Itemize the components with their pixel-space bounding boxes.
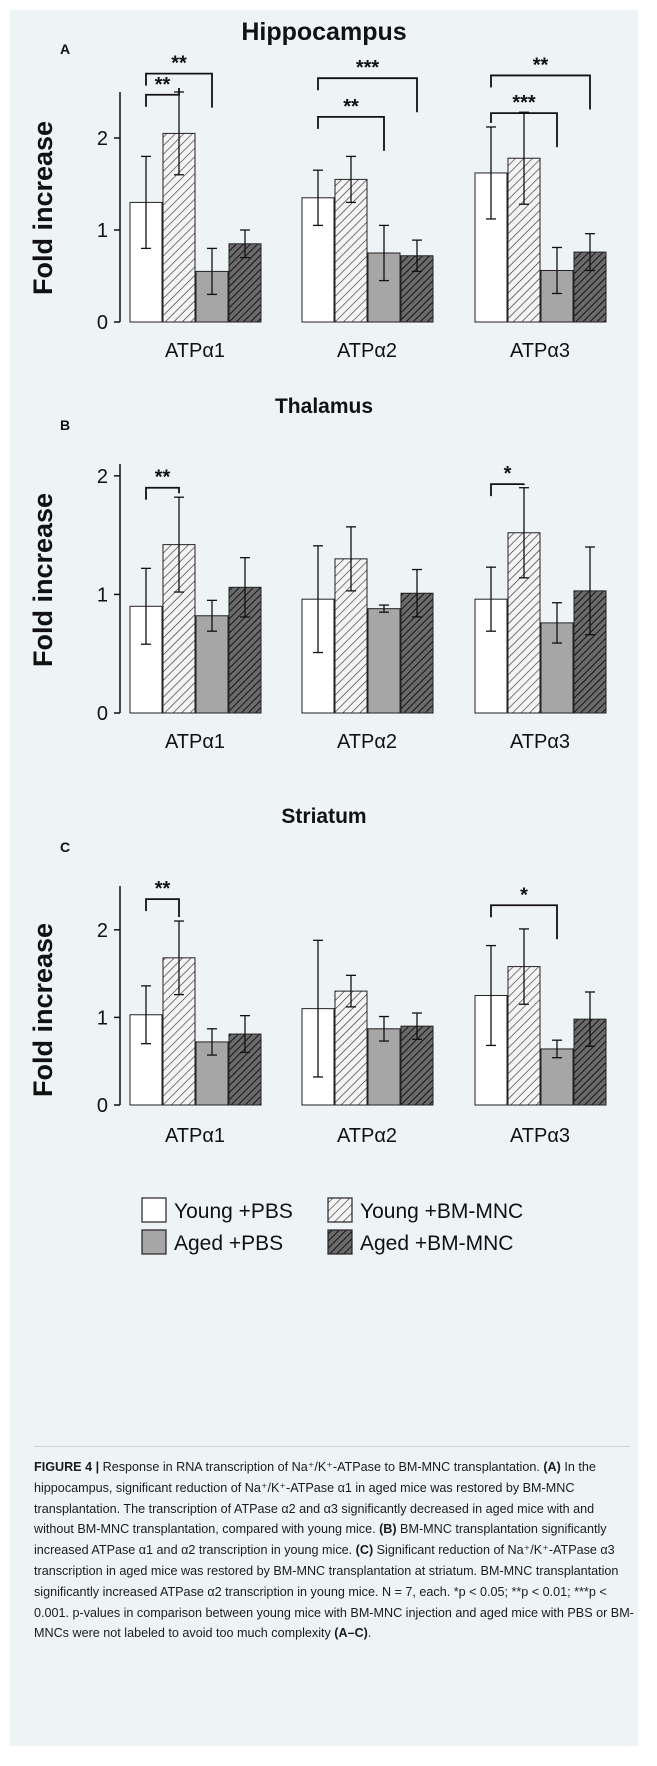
significance-label: ** [155,878,171,900]
chart-panel-c: Striatum C Fold increase 0 1 2 ATPα1 ATPα2 ATPα3… [28,805,607,1147]
caption-title: Response in RNA transcription of Na⁺/K⁺-… [99,1460,544,1474]
legend-label: Young +BM-MNC [360,1200,523,1223]
category-label: ATPα3 [510,1125,570,1147]
significance-bracket [317,115,385,151]
category-label: ATPα2 [337,1125,397,1147]
significance-bracket [490,904,558,940]
y-tick-label: 0 [97,1095,108,1117]
y-axis-label: Fold increase [28,493,58,667]
caption-end-label: (A–C) [334,1626,368,1641]
chart-panel-a: Hippocampus A Fold increase 0 1 2 ATPα1 ATPα2 AT… [28,18,607,362]
y-tick-label: 0 [97,312,108,334]
bar [195,615,229,714]
legend-swatch [327,1197,353,1223]
caption-b-text: BM-MNC transplantation significantly inc… [34,1522,607,1558]
significance-bracket [317,77,418,113]
significance-bracket [145,898,180,918]
legend-item: Aged +PBS [141,1229,283,1255]
significance-bracket [490,112,558,148]
chart-title: Hippocampus [241,18,406,46]
panel-letter: A [60,41,70,57]
caption-end-text: . [367,1626,372,1641]
caption-c-label: (C) [355,1543,374,1558]
legend-swatch [327,1229,353,1255]
panel-letter: B [60,417,70,433]
category-label: ATPα2 [337,340,397,362]
bar [334,178,368,323]
caption-b-label: (B) [379,1522,397,1537]
bar [195,270,229,323]
bar [367,608,401,714]
y-tick-label: 1 [97,1007,108,1029]
panel-letter: C [60,839,70,855]
y-axis-label: Fold increase [28,923,58,1097]
category-label: ATPα1 [165,340,225,362]
legend-label: Aged +PBS [174,1232,283,1255]
caption-divider [34,1446,630,1447]
significance-bracket [490,483,525,497]
chart-title: Thalamus [275,395,373,418]
caption-figure-label: FIGURE 4 | [34,1460,100,1474]
significance-label: *** [356,57,380,79]
significance-label: ** [343,96,359,118]
legend-item: Young +PBS [141,1197,293,1223]
significance-label: ** [171,53,187,75]
significance-label: ** [155,74,171,96]
legend-swatch [141,1229,167,1255]
legend: Young +PBS Young +BM-MNC Aged +PBS Aged +BM… [141,1197,523,1255]
legend-label: Aged +BM-MNC [360,1232,513,1255]
figure-panel: Hippocampus A Fold increase 0 1 2 ATPα1 ATPα2 AT… [10,10,638,1746]
significance-label: * [504,463,512,485]
y-tick-label: 1 [97,220,108,242]
caption-a-text: In the hippocampus, significant reductio… [34,1460,596,1537]
significance-label: ** [155,467,171,489]
legend-item: Young +BM-MNC [327,1197,523,1223]
category-label: ATPα3 [510,340,570,362]
legend-item: Aged +BM-MNC [327,1229,513,1255]
chart-title: Striatum [281,805,366,828]
significance-label: *** [512,92,536,114]
category-label: ATPα3 [510,731,570,753]
y-tick-label: 2 [97,920,108,942]
significance-bracket [145,72,213,108]
y-axis-label: Fold increase [28,121,58,295]
significance-bracket [490,74,591,110]
y-tick-label: 2 [97,466,108,488]
legend-label: Young +PBS [174,1200,293,1223]
category-label: ATPα1 [165,1125,225,1147]
y-tick-label: 0 [97,703,108,725]
chart-panel-b: Thalamus B Fold increase 0 1 2 ATPα1 ATPα2 ATPα3… [28,395,607,753]
significance-bracket [145,88,180,107]
bar [334,990,368,1106]
figure-caption: FIGURE 4 | Response in RNA transcription… [34,1457,634,1644]
y-tick-label: 2 [97,128,108,150]
significance-label: ** [533,54,549,76]
legend-swatch [141,1197,167,1223]
caption-a-label: (A) [543,1460,561,1474]
caption-c-text: Significant reduction of Na⁺/K⁺-ATPase α… [34,1543,634,1641]
figure-charts: Hippocampus A Fold increase 0 1 2 ATPα1 ATPα2 AT… [28,18,607,1255]
y-tick-label: 1 [97,584,108,606]
significance-label: * [520,884,528,906]
category-label: ATPα2 [337,731,397,753]
category-label: ATPα1 [165,731,225,753]
significance-bracket [145,486,180,500]
